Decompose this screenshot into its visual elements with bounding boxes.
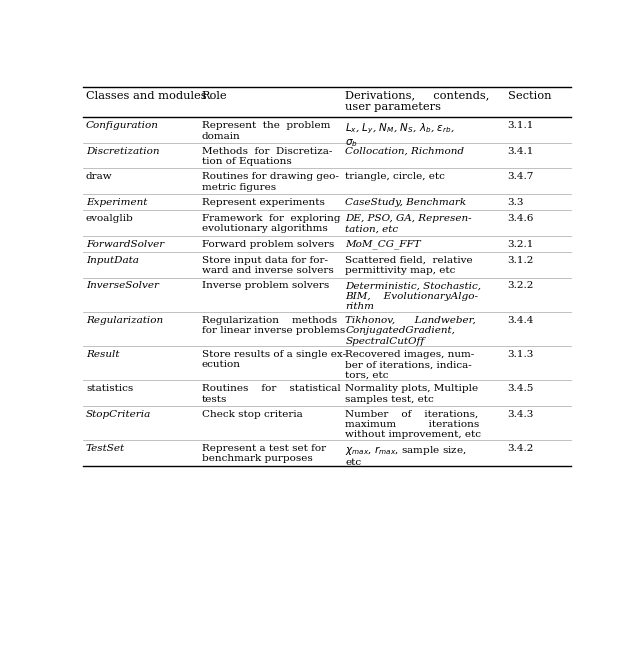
Text: Derivations,     contends,
user parameters: Derivations, contends, user parameters [346,91,490,112]
Text: 3.4.6: 3.4.6 [508,214,534,223]
Text: 3.4.4: 3.4.4 [508,316,534,325]
Text: Methods  for  Discretiza-
tion of Equations: Methods for Discretiza- tion of Equation… [202,147,332,166]
Text: $L_x$, $L_y$, $N_M$, $N_S$, $\lambda_b$, $\epsilon_{rb}$,
$\sigma_b$: $L_x$, $L_y$, $N_M$, $N_S$, $\lambda_b$,… [346,121,455,149]
Text: draw: draw [86,172,113,181]
Text: Store input data for for-
ward and inverse solvers: Store input data for for- ward and inver… [202,256,333,276]
Text: 3.1.3: 3.1.3 [508,350,534,359]
Text: Represent experiments: Represent experiments [202,197,324,207]
Text: 3.1.1: 3.1.1 [508,121,534,130]
Text: Regularization    methods
for linear inverse problems: Regularization methods for linear invers… [202,316,345,335]
Text: ForwardSolver: ForwardSolver [86,240,164,249]
Text: Discretization: Discretization [86,147,159,156]
Text: Routines for drawing geo-
metric figures: Routines for drawing geo- metric figures [202,172,339,191]
Text: 3.1.2: 3.1.2 [508,256,534,265]
Text: DE, PSO, GA, Represen-
tation, etc: DE, PSO, GA, Represen- tation, etc [346,214,472,234]
Text: 3.4.7: 3.4.7 [508,172,534,181]
Text: 3.4.3: 3.4.3 [508,410,534,418]
Text: 3.4.1: 3.4.1 [508,147,534,156]
Text: Framework  for  exploring
evolutionary algorithms: Framework for exploring evolutionary alg… [202,214,340,234]
Text: Number    of    iterations,
maximum          iterations
without improvement, etc: Number of iterations, maximum iterations… [346,410,481,440]
Text: MoM_CG_FFT: MoM_CG_FFT [346,240,421,249]
Text: CaseStudy, Benchmark: CaseStudy, Benchmark [346,197,467,207]
Text: Inverse problem solvers: Inverse problem solvers [202,282,329,290]
Text: StopCriteria: StopCriteria [86,410,151,418]
Text: Regularization: Regularization [86,316,163,325]
Text: Deterministic, Stochastic,
BIM,    EvolutionaryAlgo-
rithm: Deterministic, Stochastic, BIM, Evolutio… [346,282,481,311]
Text: Configuration: Configuration [86,121,159,130]
Text: Result: Result [86,350,120,359]
Text: Represent  the  problem
domain: Represent the problem domain [202,121,330,141]
Text: TestSet: TestSet [86,444,125,453]
Text: Store results of a single ex-
ecution: Store results of a single ex- ecution [202,350,346,369]
Text: triangle, circle, etc: triangle, circle, etc [346,172,445,181]
Text: Classes and modules: Classes and modules [86,91,207,101]
Text: Experiment: Experiment [86,197,147,207]
Text: Role: Role [202,91,227,101]
Text: 3.2.2: 3.2.2 [508,282,534,290]
Text: Check stop criteria: Check stop criteria [202,410,302,418]
Text: 3.4.2: 3.4.2 [508,444,534,453]
Text: evoalglib: evoalglib [86,214,134,223]
Text: Tikhonov,      Landweber,
ConjugatedGradient,
SpectralCutOff: Tikhonov, Landweber, ConjugatedGradient,… [346,316,476,345]
Text: Recovered images, num-
ber of iterations, indica-
tors, etc: Recovered images, num- ber of iterations… [346,350,475,380]
Text: $\chi_{max}$, $r_{max}$, sample size,
etc: $\chi_{max}$, $r_{max}$, sample size, et… [346,444,467,467]
Text: InputData: InputData [86,256,139,265]
Text: 3.2.1: 3.2.1 [508,240,534,249]
Text: Forward problem solvers: Forward problem solvers [202,240,334,249]
Text: Section: Section [508,91,551,101]
Text: Collocation, Richmond: Collocation, Richmond [346,147,465,156]
Text: Scattered field,  relative
permittivity map, etc: Scattered field, relative permittivity m… [346,256,473,276]
Text: 3.3: 3.3 [508,197,524,207]
Text: Represent a test set for
benchmark purposes: Represent a test set for benchmark purpo… [202,444,326,463]
Text: Normality plots, Multiple
samples test, etc: Normality plots, Multiple samples test, … [346,384,479,403]
Text: InverseSolver: InverseSolver [86,282,159,290]
Text: 3.4.5: 3.4.5 [508,384,534,393]
Text: statistics: statistics [86,384,133,393]
Text: Routines    for    statistical
tests: Routines for statistical tests [202,384,340,403]
